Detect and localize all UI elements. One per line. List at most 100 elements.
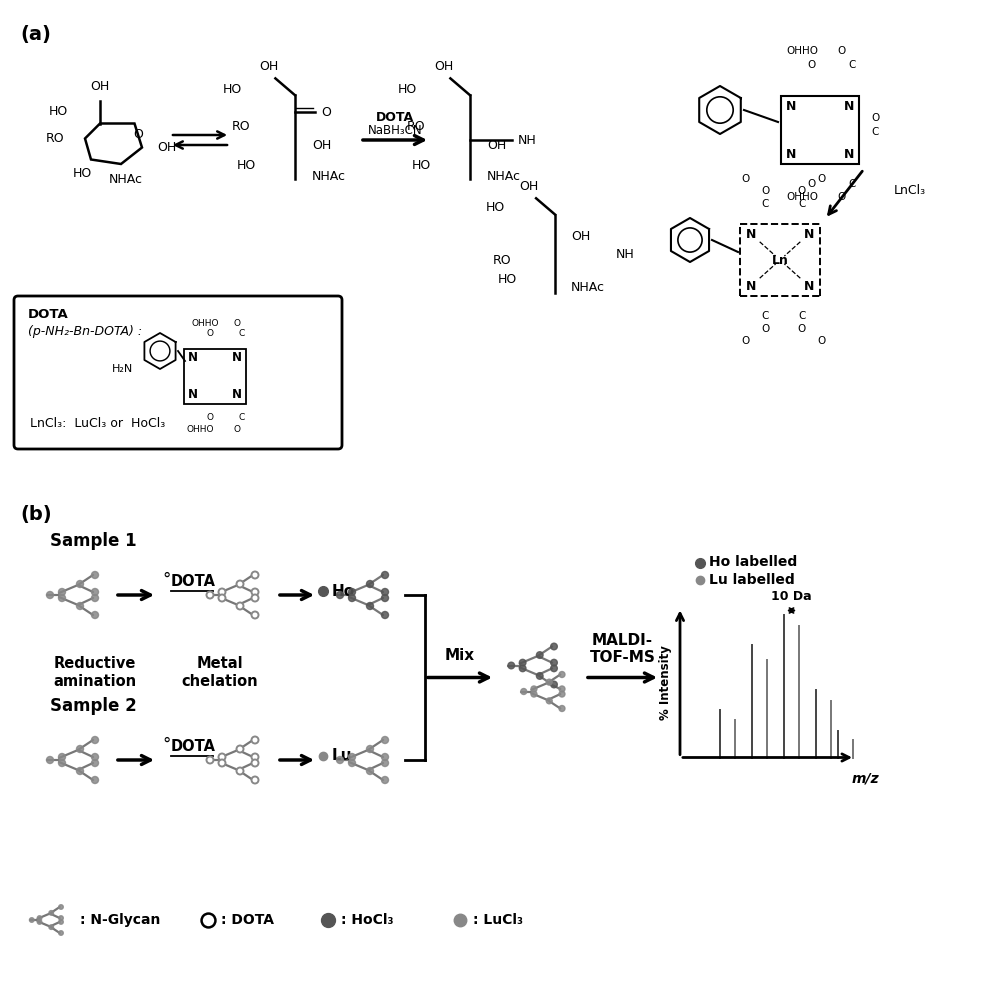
Circle shape [381, 572, 388, 578]
Circle shape [381, 611, 388, 618]
Text: : DOTA: : DOTA [221, 913, 274, 927]
Text: O: O [838, 46, 846, 56]
Text: DOTA: DOTA [28, 308, 68, 321]
Text: DOTA: DOTA [171, 574, 216, 589]
Text: O: O [871, 113, 879, 123]
Circle shape [348, 588, 355, 595]
Text: NHAc: NHAc [109, 173, 143, 186]
Text: m/z: m/z [851, 772, 879, 786]
Circle shape [520, 665, 526, 672]
Text: N: N [188, 388, 198, 401]
Circle shape [550, 643, 557, 650]
Text: Ln: Ln [771, 253, 788, 266]
Text: MALDI-
TOF-MS: MALDI- TOF-MS [590, 633, 655, 666]
Text: N: N [804, 228, 814, 240]
Circle shape [537, 652, 544, 658]
Text: C: C [239, 414, 246, 422]
Text: O: O [761, 186, 769, 196]
Text: DOTA: DOTA [376, 111, 414, 124]
Text: Lu: Lu [332, 748, 352, 764]
Circle shape [207, 591, 214, 598]
Circle shape [38, 920, 42, 924]
Text: N: N [745, 228, 756, 240]
Text: OH: OH [571, 230, 590, 243]
Circle shape [38, 916, 42, 920]
Text: O: O [234, 320, 241, 328]
Text: O: O [741, 174, 749, 184]
Text: (b): (b) [20, 505, 51, 524]
Text: O: O [818, 174, 826, 184]
Circle shape [251, 572, 258, 578]
Text: N: N [804, 279, 814, 292]
Circle shape [366, 768, 373, 774]
Text: C: C [761, 199, 768, 209]
Text: H₂N: H₂N [112, 364, 133, 374]
Text: OH: OH [157, 141, 176, 154]
Text: OHHO: OHHO [191, 320, 219, 328]
Text: N: N [232, 351, 242, 364]
Text: HO: HO [486, 201, 505, 214]
Text: OH: OH [90, 81, 110, 94]
Circle shape [381, 776, 388, 784]
Circle shape [91, 776, 98, 784]
Text: OH: OH [520, 180, 539, 193]
Text: NHAc: NHAc [571, 281, 605, 294]
Circle shape [49, 925, 53, 929]
Circle shape [337, 591, 344, 598]
Circle shape [531, 686, 537, 692]
Circle shape [58, 588, 65, 595]
Circle shape [47, 756, 53, 764]
Text: OH: OH [312, 139, 331, 152]
Circle shape [251, 754, 258, 760]
Circle shape [559, 672, 565, 677]
Text: O: O [207, 330, 214, 338]
Text: O: O [741, 336, 749, 346]
Circle shape [91, 572, 98, 578]
Text: : HoCl₃: : HoCl₃ [341, 913, 393, 927]
Text: (a): (a) [20, 25, 50, 44]
Text: OHHO: OHHO [186, 426, 214, 434]
Circle shape [58, 905, 63, 909]
Circle shape [76, 768, 83, 774]
Text: HO: HO [50, 105, 68, 118]
Circle shape [76, 746, 83, 752]
Circle shape [237, 580, 244, 587]
Text: Sample 2: Sample 2 [50, 697, 137, 715]
Circle shape [91, 736, 98, 744]
Circle shape [219, 754, 226, 760]
Circle shape [381, 736, 388, 744]
Text: OHHO: OHHO [786, 192, 818, 202]
Text: LnCl₃:  LuCl₃ or  HoCl₃: LnCl₃: LuCl₃ or HoCl₃ [30, 417, 165, 430]
Circle shape [366, 602, 373, 609]
Text: N: N [786, 147, 796, 160]
Text: : N-Glycan: : N-Glycan [80, 913, 160, 927]
Circle shape [381, 754, 388, 760]
Text: NHAc: NHAc [312, 170, 346, 183]
Text: OH: OH [487, 139, 506, 152]
Circle shape [381, 594, 388, 601]
Text: O: O [808, 179, 816, 189]
Circle shape [58, 931, 63, 935]
Text: C: C [761, 311, 768, 321]
Text: O: O [798, 186, 806, 196]
Text: OH: OH [258, 60, 278, 73]
Circle shape [91, 588, 98, 595]
Circle shape [546, 679, 552, 685]
Text: °: ° [162, 571, 170, 589]
Text: O: O [761, 324, 769, 334]
Circle shape [237, 746, 244, 752]
Text: Sample 1: Sample 1 [50, 532, 137, 550]
Circle shape [559, 691, 565, 697]
Text: N: N [843, 147, 854, 160]
Circle shape [559, 706, 565, 711]
Circle shape [237, 768, 244, 774]
Circle shape [58, 754, 65, 760]
Text: Mix: Mix [445, 648, 475, 664]
Text: Reductive
amination: Reductive amination [53, 656, 137, 689]
Circle shape [366, 580, 373, 587]
Text: : LuCl₃: : LuCl₃ [473, 913, 523, 927]
Text: C: C [871, 127, 878, 137]
Text: O: O [838, 192, 846, 202]
Text: HO: HO [223, 83, 242, 96]
Text: NH: NH [616, 248, 635, 261]
